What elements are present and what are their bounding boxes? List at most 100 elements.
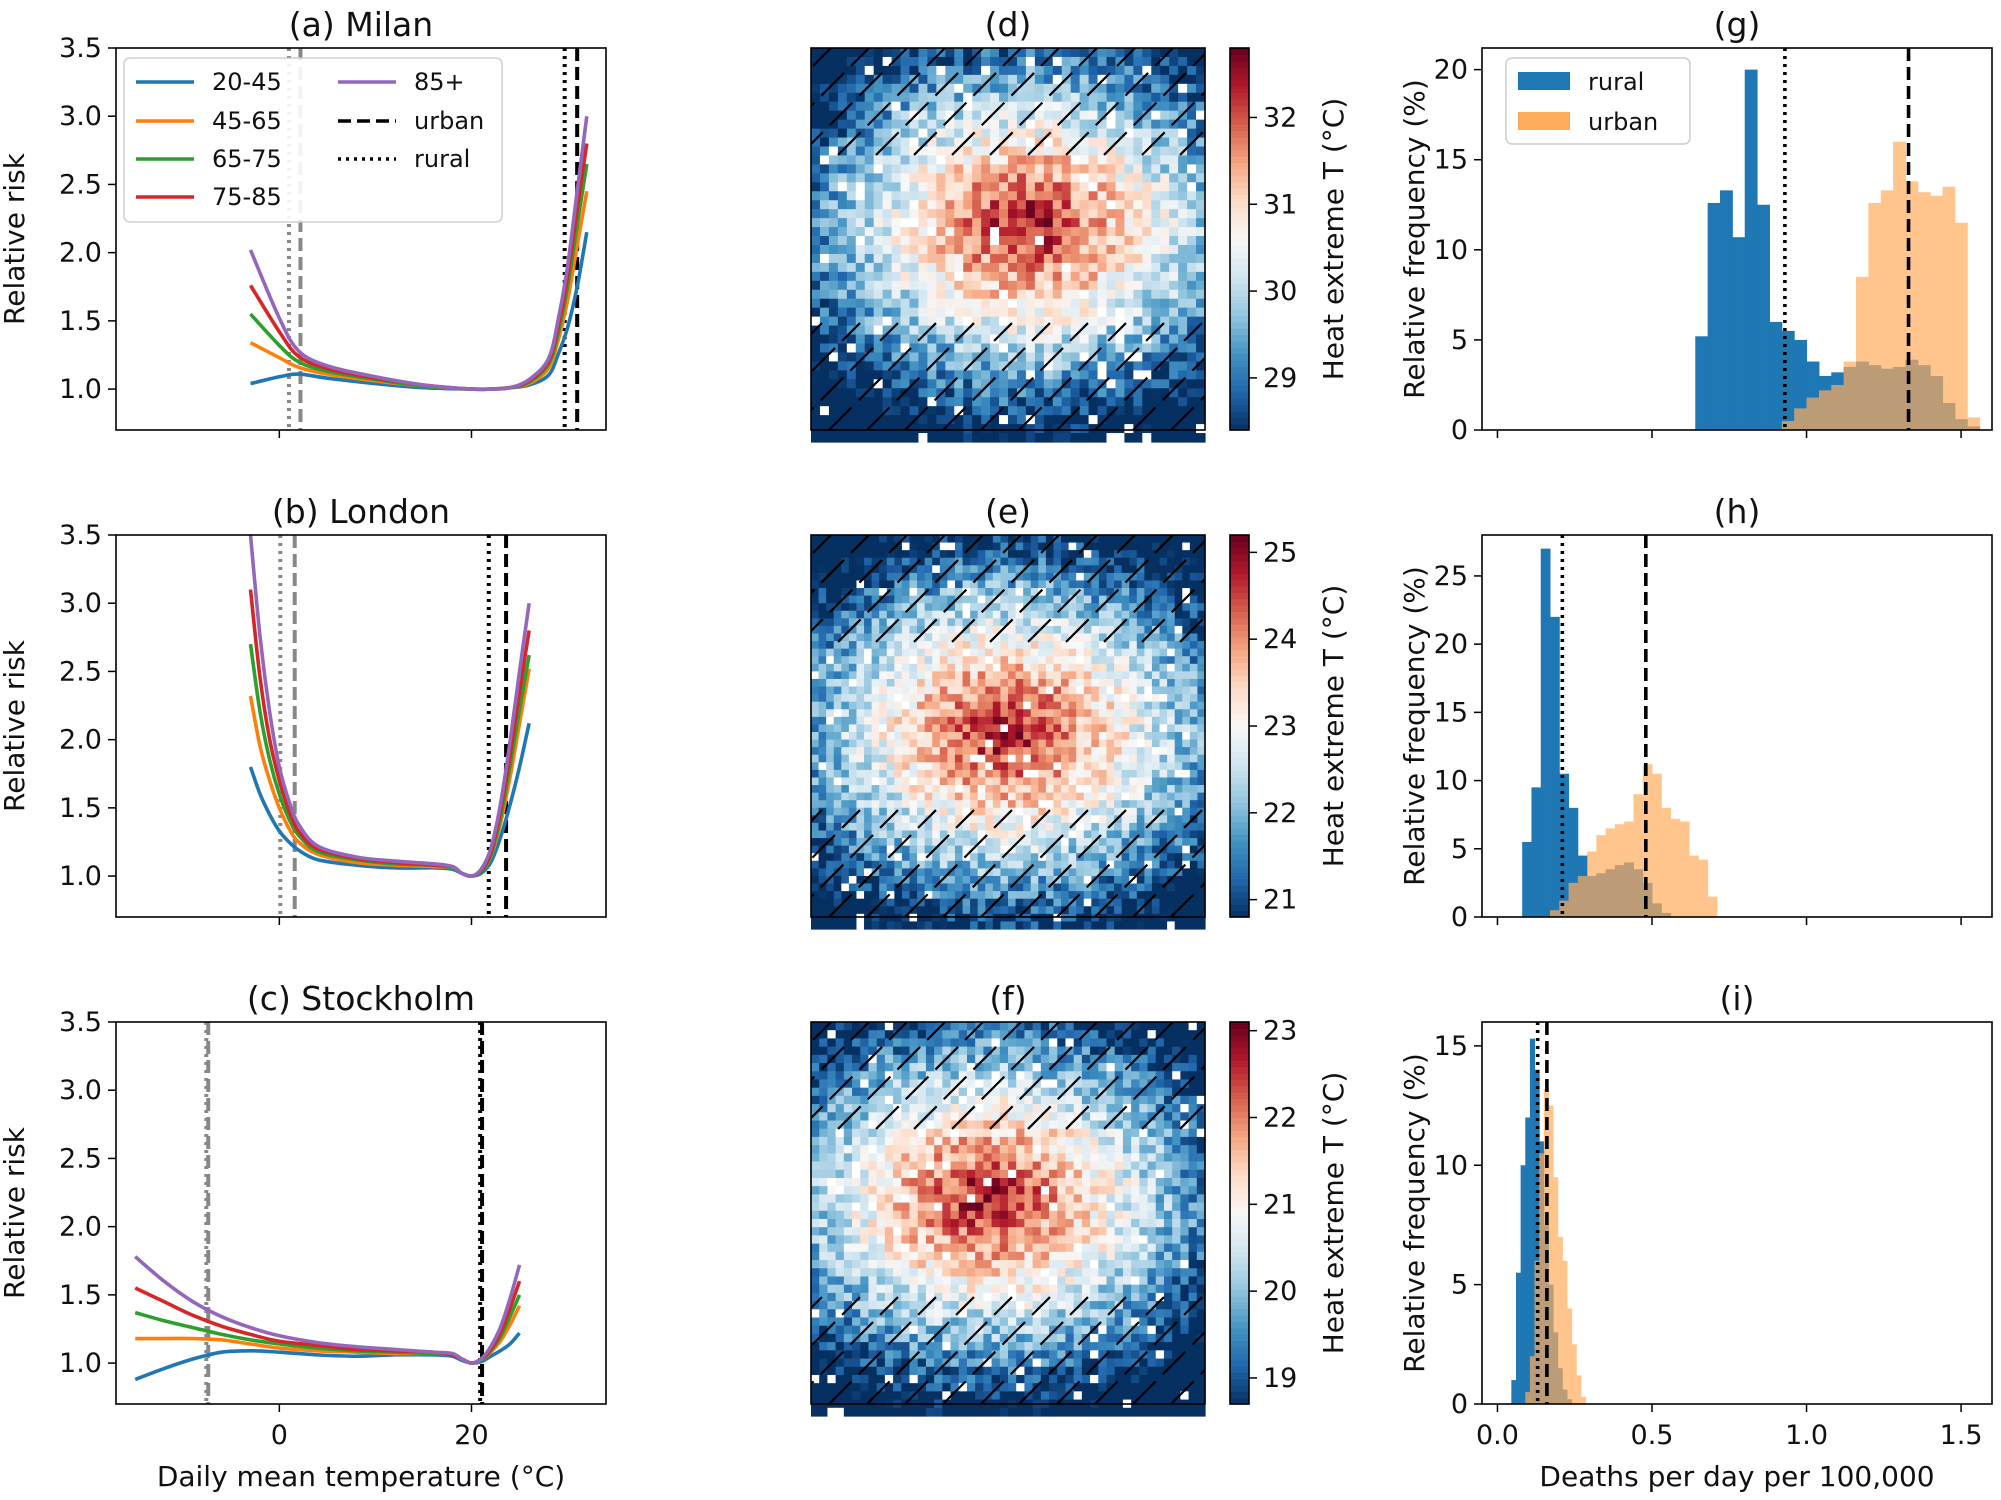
heatmap-cell: [1106, 325, 1117, 336]
heatmap-cell: [1038, 921, 1047, 930]
heatmap-cell: [1169, 164, 1179, 174]
heatmap-cell: [1083, 542, 1092, 551]
heatmap-cell: [962, 641, 971, 650]
heatmap-cell: [811, 694, 820, 703]
heatmap-cell: [856, 686, 865, 695]
heatmap-cell: [846, 298, 857, 309]
heatmap-cell: [1098, 822, 1108, 832]
y-tick-label: 1.0: [59, 861, 102, 892]
heatmap-cell: [1197, 603, 1206, 612]
heatmap-cell: [1052, 110, 1063, 121]
heatmap-cell: [841, 739, 850, 748]
y-tick-label: 1.5: [59, 793, 102, 824]
heatmap-cell: [1133, 271, 1143, 282]
heatmap-cell: [1106, 74, 1117, 85]
heatmap-cell: [1043, 119, 1054, 130]
heatmap-cell: [1197, 641, 1206, 650]
heatmap-cell: [1121, 633, 1130, 642]
heatmap-cell: [1083, 845, 1092, 854]
heatmap-cell: [1097, 48, 1108, 58]
heatmap-cell: [818, 777, 827, 786]
heatmap-cell: [1043, 334, 1054, 345]
heatmap-cell: [1136, 565, 1145, 574]
heatmap-cell: [841, 921, 850, 930]
heatmap-cell: [962, 822, 971, 832]
heatmap-cell: [945, 83, 955, 94]
heatmap-cell: [1052, 289, 1063, 300]
heatmap-cell: [1197, 625, 1206, 635]
heatmap-cell: [901, 618, 911, 627]
heatmap-cell: [886, 777, 895, 786]
heatmap-cell: [1159, 732, 1168, 741]
heatmap-cell: [1182, 838, 1191, 847]
hatch-line: [686, 535, 793, 642]
heatmap-cell: [917, 709, 926, 718]
heatmap-cell: [1008, 535, 1017, 544]
heatmap-cell: [1045, 838, 1055, 847]
heatmap-cell: [1000, 550, 1009, 559]
heatmap-cell: [1097, 191, 1108, 201]
heatmap-cell: [1061, 182, 1072, 192]
heatmap-cell: [1133, 128, 1143, 139]
heatmap-cell: [1189, 595, 1199, 604]
heatmap-cell: [927, 397, 937, 407]
heatmap-cell: [1189, 701, 1199, 710]
heatmap-cell: [855, 334, 866, 345]
heatmap-cell: [841, 785, 850, 794]
heatmap-cell: [841, 663, 850, 672]
heatmap-cell: [1091, 572, 1100, 582]
heatmap-cell: [909, 807, 918, 816]
heatmap-cell: [1088, 209, 1099, 219]
heatmap-cell: [954, 325, 964, 336]
heatmap-cell: [1083, 610, 1092, 619]
hatch-line: [1788, 48, 1895, 155]
heatmap-cell: [1091, 800, 1100, 809]
heatmap-cell: [927, 334, 937, 345]
heatmap-cell: [1068, 535, 1077, 544]
heatmap-cell: [1098, 678, 1108, 688]
heatmap-cell: [954, 853, 964, 862]
heatmap-cell: [1196, 280, 1206, 291]
heatmap-cell: [970, 625, 979, 635]
heatmap-cell: [1030, 739, 1039, 748]
heatmap-cell: [909, 633, 918, 642]
colorbar-step: [1230, 213, 1249, 221]
heatmap-cell: [1133, 110, 1143, 121]
heatmap-cell: [1008, 913, 1017, 923]
heatmap-cell: [828, 200, 839, 210]
heatmap-cell: [1008, 155, 1018, 166]
heatmap-cell: [1121, 853, 1130, 862]
heatmap-cell: [954, 236, 964, 246]
heatmap-cell: [1076, 588, 1085, 597]
heatmap-cell: [932, 800, 941, 809]
heatmap-cell: [900, 218, 911, 228]
heatmap-cell: [1124, 280, 1134, 291]
heatmap-cell: [1106, 110, 1117, 121]
heatmap-cell: [981, 307, 991, 318]
heatmap-cell: [1167, 678, 1176, 688]
heatmap-cell: [1115, 173, 1126, 183]
heatmap-cell: [947, 754, 956, 763]
heatmap-cell: [1097, 218, 1108, 228]
heatmap-cell: [894, 853, 903, 862]
heatmap-cell: [879, 785, 888, 794]
heatmap-cell: [1106, 709, 1115, 718]
heatmap-cell: [999, 415, 1009, 425]
heatmap-cell: [1088, 65, 1099, 76]
heatmap-cell: [1015, 709, 1024, 718]
heatmap-cell: [1114, 678, 1123, 688]
heatmap-cell: [947, 550, 956, 559]
heatmap-cell: [1053, 550, 1062, 559]
heatmap-cell: [977, 663, 986, 672]
heatmap-cell: [886, 853, 895, 862]
heatmap-cell: [977, 694, 986, 703]
heatmap-cell: [891, 343, 902, 354]
heatmap-cell: [901, 701, 911, 710]
heatmap-cell: [1008, 379, 1018, 389]
heatmap-cell: [1187, 173, 1197, 183]
heatmap-cell: [909, 754, 918, 763]
colorbar-step: [1230, 897, 1249, 905]
heatmap-cell: [977, 815, 986, 824]
heatmap-cell: [972, 424, 982, 434]
heatmap-cell: [1144, 633, 1153, 642]
